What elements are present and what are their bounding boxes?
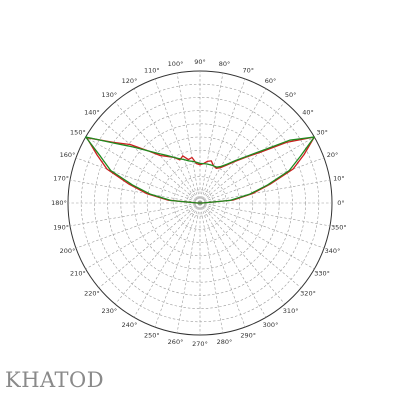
grid-spoke [199,72,224,204]
angle-tick-label: 110° [144,67,160,75]
angle-tick-label: 350° [331,223,347,231]
series-line-1 [86,136,315,204]
grid-spoke [199,179,331,204]
angle-tick-label: 80° [219,60,231,68]
grid-spoke [69,179,201,204]
angle-tick-label: 310° [283,307,299,315]
angle-tick-label: 60° [265,77,277,85]
grid-spoke [85,136,201,204]
angle-tick-label: 140° [84,108,100,116]
angle-tick-label: 270° [192,340,208,348]
grid-ring [173,176,227,230]
angle-tick-label: 130° [102,91,118,99]
grid-spoke [98,202,201,289]
angle-tick-label: 120° [122,77,138,85]
angle-tick-label: 20° [327,151,339,159]
grid-spoke [199,202,325,249]
angle-tick-label: 160° [60,151,76,159]
angle-tick-label: 170° [53,175,69,183]
grid-spoke [154,202,201,328]
grid-spoke [75,202,201,249]
grid-spoke [199,136,315,204]
grid-spoke [199,101,286,204]
angle-tick-label: 250° [144,331,160,339]
grid-spoke [199,78,246,204]
grid-ring [146,149,254,257]
grid-spoke [199,202,224,334]
grid-spoke [199,88,267,204]
polar-grid [67,70,333,336]
grid-spoke [114,202,201,305]
grid-spoke [199,157,325,204]
angle-tick-label: 10° [333,175,345,183]
angle-tick-label: 190° [53,223,69,231]
brand-logo: KHATOD [5,368,105,392]
angle-tick-label: 40° [302,108,314,116]
grid-spoke [133,88,201,204]
grid-spoke [176,202,201,334]
angle-tick-label: 340° [325,247,341,255]
grid-spoke [199,202,267,318]
grid-spoke [85,202,201,270]
angle-tick-label: 180° [51,199,67,207]
series-line-2 [85,136,315,204]
grid-ring [133,136,267,270]
grid-spoke [199,202,302,289]
angle-tick-label: 320° [300,290,316,298]
grid-spoke [69,202,201,227]
angle-tick-label: 50° [285,91,297,99]
angle-tick-label: 330° [314,270,330,278]
angle-tick-label: 210° [70,270,86,278]
series-lines [85,136,315,204]
angle-tick-label: 100° [168,60,184,68]
grid-spoke [176,72,201,204]
angle-tick-label: 280° [217,338,233,346]
angle-tick-label: 70° [242,67,254,75]
angle-labels: 0° 10° 20° 30° 40° 50° 60° 70° 80° 90° 100° 110° 120… [51,58,347,348]
grid-spoke [114,101,201,204]
angle-tick-label: 200° [60,247,76,255]
grid-ring [120,123,280,283]
grid-spoke [98,117,201,204]
angle-tick-label: 220° [84,290,100,298]
grid-spoke [199,202,315,270]
grid-spoke [133,202,201,318]
angle-tick-label: 240° [122,321,138,329]
angle-tick-label: 290° [240,331,256,339]
grid-spoke [199,202,246,328]
angle-tick-label: 150° [70,129,86,137]
angle-tick-label: 300° [263,321,279,329]
angle-tick-label: 90° [194,58,206,66]
grid-spoke [154,78,201,204]
angle-tick-label: 0° [337,199,344,207]
angle-tick-label: 260° [168,338,184,346]
grid-spoke [75,157,201,204]
grid-ring [186,189,214,217]
grid-spoke [199,117,302,204]
grid-spoke [199,202,286,305]
grid-spoke [199,202,331,227]
angle-tick-label: 30° [316,129,328,137]
angle-tick-label: 230° [102,307,118,315]
